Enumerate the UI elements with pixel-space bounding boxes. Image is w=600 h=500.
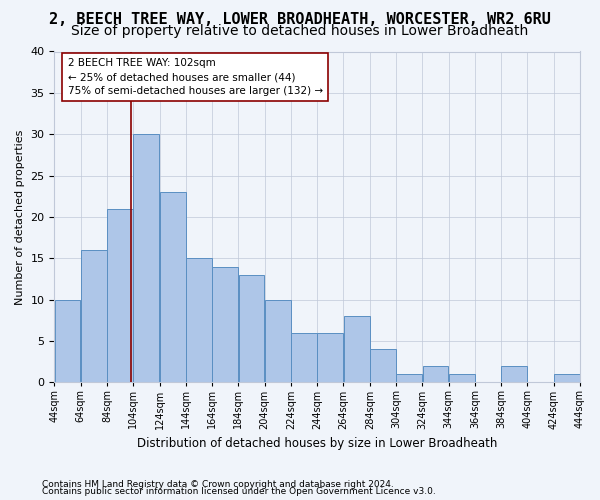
Text: 2, BEECH TREE WAY, LOWER BROADHEATH, WORCESTER, WR2 6RU: 2, BEECH TREE WAY, LOWER BROADHEATH, WOR… <box>49 12 551 28</box>
Bar <box>265 300 291 382</box>
Bar <box>186 258 212 382</box>
Y-axis label: Number of detached properties: Number of detached properties <box>15 129 25 304</box>
Text: Contains public sector information licensed under the Open Government Licence v3: Contains public sector information licen… <box>42 487 436 496</box>
Text: Contains HM Land Registry data © Crown copyright and database right 2024.: Contains HM Land Registry data © Crown c… <box>42 480 394 489</box>
Bar <box>344 316 370 382</box>
Bar <box>396 374 422 382</box>
Bar <box>133 134 160 382</box>
Text: Size of property relative to detached houses in Lower Broadheath: Size of property relative to detached ho… <box>71 24 529 38</box>
Bar <box>370 350 396 382</box>
Bar <box>449 374 475 382</box>
Bar <box>81 250 107 382</box>
Bar <box>212 266 238 382</box>
Bar <box>55 300 80 382</box>
Text: 2 BEECH TREE WAY: 102sqm
← 25% of detached houses are smaller (44)
75% of semi-d: 2 BEECH TREE WAY: 102sqm ← 25% of detach… <box>68 58 323 96</box>
Bar <box>422 366 448 382</box>
Bar <box>502 366 527 382</box>
Bar <box>291 332 317 382</box>
Bar <box>160 192 185 382</box>
X-axis label: Distribution of detached houses by size in Lower Broadheath: Distribution of detached houses by size … <box>137 437 497 450</box>
Bar <box>239 275 265 382</box>
Bar <box>554 374 580 382</box>
Bar <box>317 332 343 382</box>
Bar <box>107 208 133 382</box>
